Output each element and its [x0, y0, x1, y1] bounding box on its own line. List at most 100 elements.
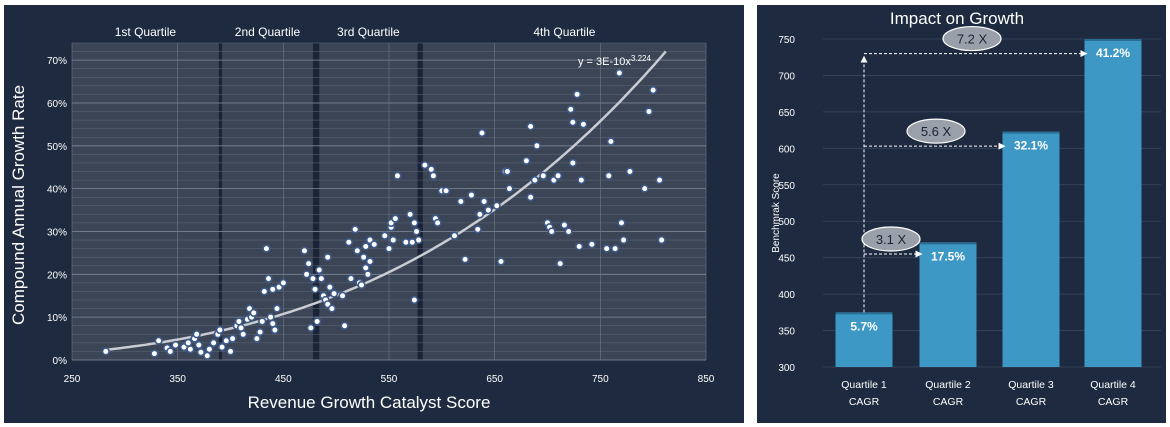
- x-tick-label: 350: [169, 374, 186, 385]
- scatter-point: [101, 347, 110, 356]
- scatter-point: [467, 190, 476, 200]
- bar-y-axis-label: Benchmrak Score: [771, 173, 782, 253]
- scatter-point: [484, 205, 493, 215]
- multiplier-bubble: [906, 118, 966, 144]
- scatter-point: [357, 280, 366, 290]
- scatter-point: [587, 240, 596, 249]
- scatter-point: [577, 175, 586, 185]
- quartile-label-3: 3rd Quartile: [337, 25, 400, 39]
- scatter-point: [539, 171, 548, 180]
- scatter-point: [496, 257, 506, 266]
- scatter-point: [625, 167, 635, 176]
- scatter-point: [239, 330, 248, 339]
- scatter-point: [553, 171, 563, 180]
- y-tick-label: 70%: [47, 56, 67, 67]
- scatter-point: [433, 218, 442, 228]
- scatter-point: [429, 171, 438, 180]
- scatter-point: [566, 105, 575, 114]
- scatter-point: [380, 231, 389, 240]
- scatter-chart: 1st Quartile 2nd Quartile 3rd Quartile 4th …: [9, 25, 715, 412]
- scatter-point: [480, 197, 489, 206]
- bar-top-edge: [835, 312, 893, 315]
- scatter-point: [441, 186, 451, 195]
- scatter-point: [410, 295, 419, 305]
- scatter-point: [249, 308, 258, 317]
- scatter-point: [617, 218, 626, 228]
- scatter-point: [526, 122, 535, 131]
- multiplier-label: 5.6 X: [921, 124, 952, 139]
- quartile-label-2: 2nd Quartile: [235, 25, 301, 39]
- bar-chart: Impact on Growth Benchmrak Score 300 350 4…: [771, 9, 1161, 408]
- scatter-point: [323, 253, 332, 262]
- scatter-point: [302, 270, 311, 279]
- scatter-point: [522, 156, 531, 165]
- scatter-point: [575, 242, 584, 251]
- bar-quartile-3: [1002, 131, 1060, 367]
- scatter-point: [556, 259, 565, 268]
- bar-y-tick-label: 450: [778, 254, 795, 265]
- bar-category-sublabel: CAGR: [1016, 396, 1047, 408]
- scatter-point: [327, 304, 337, 313]
- scatter-point: [351, 225, 360, 234]
- scatter-point: [258, 317, 267, 326]
- scatter-point: [234, 317, 244, 326]
- bar-y-tick-label: 350: [778, 327, 795, 338]
- scatter-point: [568, 118, 577, 127]
- scatter-point: [657, 235, 666, 245]
- scatter-point: [306, 323, 315, 332]
- scatter-point: [655, 175, 664, 185]
- bar-category-label: Quartile 1: [841, 379, 887, 391]
- scatter-point: [310, 285, 320, 294]
- scatter-point: [492, 201, 501, 210]
- bar-quartile-2: [919, 242, 977, 367]
- scatter-point: [568, 158, 577, 168]
- x-tick-label: 750: [592, 374, 609, 385]
- scatter-point: [262, 244, 271, 253]
- scatter-point: [640, 184, 649, 193]
- scatter-point: [264, 274, 273, 283]
- scatter-point: [215, 325, 225, 335]
- multiplier-label: 3.1 X: [876, 232, 907, 247]
- scatter-point: [611, 244, 620, 253]
- scatter-point: [315, 265, 324, 275]
- scatter-point: [340, 321, 349, 330]
- scatter-point: [572, 90, 582, 99]
- y-tick-label: 0%: [53, 356, 68, 367]
- scatter-point: [365, 257, 375, 266]
- scatter-point: [272, 304, 282, 313]
- scatter-point: [203, 351, 212, 360]
- scatter-point: [186, 345, 195, 354]
- bar-category-label: Quartile 2: [925, 379, 971, 391]
- bar-data-label: 32.1%: [1014, 139, 1048, 153]
- scatter-point: [325, 283, 334, 292]
- quartile-label-1: 1st Quartile: [115, 25, 177, 39]
- y-tick-label: 60%: [47, 99, 67, 110]
- scatter-point: [532, 141, 542, 150]
- scatter-point: [329, 289, 339, 298]
- bar-top-edge: [919, 242, 977, 245]
- scatter-point: [604, 171, 613, 180]
- multiplier-label: 7.2 X: [957, 32, 988, 47]
- scatter-point: [226, 347, 235, 356]
- y-tick-label: 40%: [47, 185, 67, 196]
- scatter-point: [194, 340, 203, 350]
- y-tick-label: 20%: [47, 270, 67, 281]
- scatter-point: [473, 225, 482, 234]
- scatter-point: [279, 278, 288, 287]
- scatter-point: [427, 165, 436, 174]
- bar-top-edge: [1084, 39, 1142, 41]
- scatter-point: [547, 227, 556, 236]
- scatter-point: [450, 231, 459, 240]
- y-tick-label: 10%: [47, 313, 67, 324]
- scatter-point: [361, 263, 370, 272]
- scatter-point: [300, 246, 309, 255]
- scatter-point: [344, 238, 353, 247]
- scatter-point: [308, 274, 318, 283]
- scatter-point: [384, 244, 394, 253]
- scatter-point: [412, 227, 421, 236]
- bar-y-tick-label: 400: [778, 290, 795, 301]
- scatter-point: [363, 270, 372, 279]
- scatter-point: [602, 244, 611, 253]
- bar-y-tick-label: 600: [778, 144, 795, 155]
- x-axis-label: Revenue Growth Catalyst Score: [248, 393, 491, 412]
